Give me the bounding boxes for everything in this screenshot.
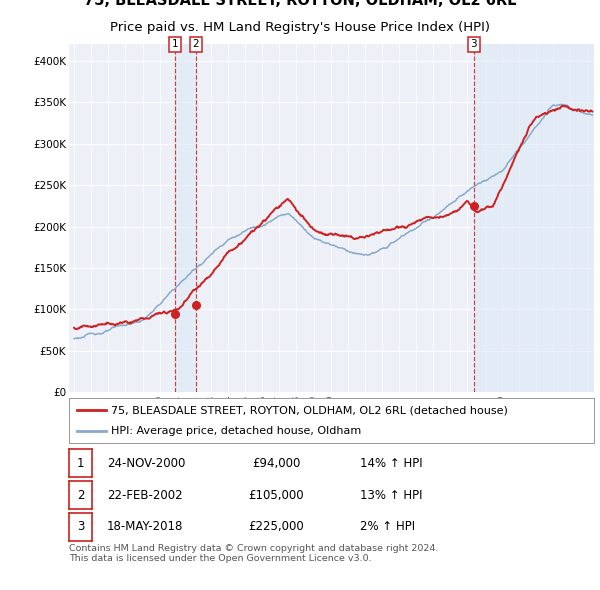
Text: 24-NOV-2000: 24-NOV-2000 [107,457,185,470]
Text: £94,000: £94,000 [252,457,300,470]
Text: 22-FEB-2002: 22-FEB-2002 [107,489,182,502]
Text: 75, BLEASDALE STREET, ROYTON, OLDHAM, OL2 6RL: 75, BLEASDALE STREET, ROYTON, OLDHAM, OL… [84,0,516,8]
Text: Price paid vs. HM Land Registry's House Price Index (HPI): Price paid vs. HM Land Registry's House … [110,21,490,34]
Bar [474,44,596,392]
Text: HPI: Average price, detached house, Oldham: HPI: Average price, detached house, Oldh… [111,425,361,435]
Text: 75, BLEASDALE STREET, ROYTON, OLDHAM, OL2 6RL (detached house): 75, BLEASDALE STREET, ROYTON, OLDHAM, OL… [111,405,508,415]
Text: Contains HM Land Registry data © Crown copyright and database right 2024.
This d: Contains HM Land Registry data © Crown c… [69,544,439,563]
Text: 18-MAY-2018: 18-MAY-2018 [107,520,183,533]
Text: 2% ↑ HPI: 2% ↑ HPI [360,520,415,533]
Text: 2: 2 [77,489,84,502]
Text: 1: 1 [77,457,84,470]
Text: 1: 1 [172,40,178,49]
Text: 14% ↑ HPI: 14% ↑ HPI [360,457,422,470]
Text: 3: 3 [77,520,84,533]
Text: £105,000: £105,000 [248,489,304,502]
Text: 3: 3 [470,40,477,49]
Bar [175,44,196,392]
Text: 2: 2 [193,40,199,49]
Text: £225,000: £225,000 [248,520,304,533]
Text: 13% ↑ HPI: 13% ↑ HPI [360,489,422,502]
